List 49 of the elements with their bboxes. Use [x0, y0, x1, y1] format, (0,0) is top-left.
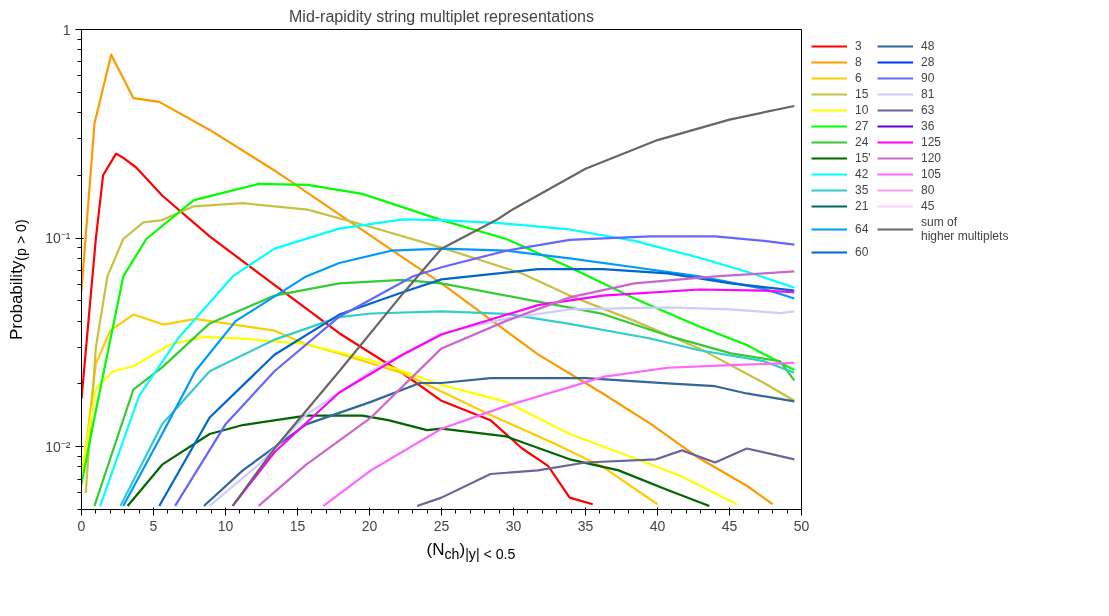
legend-label: 120 [921, 151, 942, 165]
x-tick-label: 15 [289, 517, 306, 534]
line-series [322, 361, 796, 508]
y-tick-label: 1 [62, 21, 71, 38]
legend-label: 105 [921, 167, 942, 181]
legend-label: 6 [855, 71, 863, 85]
line-series [126, 414, 711, 508]
x-tick-label: 45 [721, 517, 738, 534]
legend-label: 36 [921, 119, 936, 133]
x-tick-label: 10 [217, 517, 234, 534]
legend-label: 63 [921, 103, 936, 117]
x-tick-label: 50 [793, 517, 810, 534]
legend-label: 45 [921, 199, 936, 213]
x-tick-label: 40 [649, 517, 666, 534]
line-series [81, 53, 774, 506]
x-tick-label: 20 [361, 517, 378, 534]
line-series [231, 104, 796, 508]
legend-label: 90 [921, 71, 936, 85]
legend-label: sum of higher multiplets [921, 215, 1009, 243]
x-tick-label: 25 [433, 517, 450, 534]
legend-label: 3 [855, 39, 863, 53]
legend-label: 35 [855, 183, 870, 197]
legend-label: 48 [921, 39, 936, 53]
x-tick-label: 35 [577, 517, 594, 534]
legend-label: 42 [855, 167, 870, 181]
y-tick-label: 10⁻² [45, 438, 71, 455]
x-tick-label: 30 [505, 517, 522, 534]
legend-label: 60 [855, 245, 870, 259]
line-series [202, 377, 796, 508]
legend-label: 27 [855, 119, 870, 133]
legend-label: 81 [921, 87, 936, 101]
legend-label: 8 [855, 55, 863, 69]
legend-label: 15' [855, 151, 872, 165]
legend-label: 125 [921, 135, 942, 149]
legend-label: 28 [921, 55, 936, 69]
x-tick-label: 0 [77, 517, 86, 534]
legend-label: 64 [855, 222, 870, 236]
legend-label: 24 [855, 135, 870, 149]
legend-label: 10 [855, 103, 870, 117]
legend-label: 15 [855, 87, 870, 101]
x-tick-label: 5 [149, 517, 158, 534]
x-axis-title: (N$_{ch}$)$_{|y| < 0.5}$ [425, 539, 517, 565]
legend-label: 21 [855, 199, 870, 213]
y-tick-label: 10⁻¹ [45, 230, 71, 247]
legend-label: 80 [921, 183, 936, 197]
line-series [81, 335, 738, 506]
line-series [415, 447, 796, 508]
line-series [81, 152, 594, 506]
chart-title: Mid-rapidity string multiplet representations [288, 7, 595, 25]
